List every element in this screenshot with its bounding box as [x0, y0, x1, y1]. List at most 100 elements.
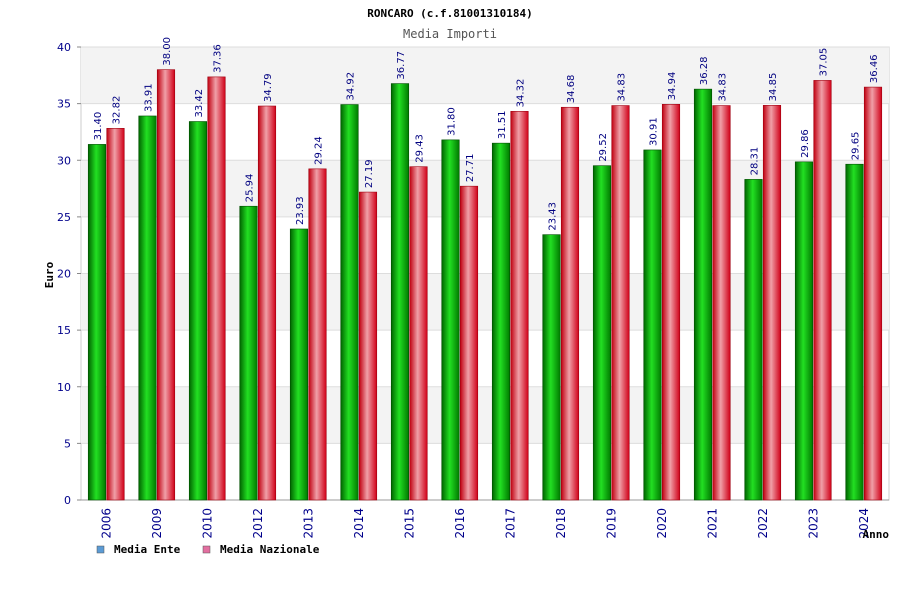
value-label-media-ente-2010: 33.42 [194, 89, 205, 118]
value-label-media-nazionale-2006: 32.82 [112, 96, 123, 125]
value-label-media-nazionale-2021: 34.83 [718, 73, 729, 102]
y-tick-label: 10 [57, 381, 71, 394]
value-label-media-nazionale-2018: 34.68 [566, 75, 577, 104]
bar-media-nazionale-2012 [257, 105, 277, 501]
value-label-media-nazionale-2019: 34.83 [617, 73, 628, 102]
bar-media-ente-2016 [441, 139, 460, 501]
value-label-media-ente-2006: 31.40 [93, 112, 104, 141]
bar-media-ente-2014 [340, 104, 359, 501]
value-label-media-ente-2021: 36.28 [699, 56, 710, 85]
value-label-media-ente-2024: 29.65 [851, 132, 862, 161]
value-label-media-ente-2009: 33.91 [144, 83, 155, 112]
chart-subtitle: Media Importi [403, 27, 497, 41]
y-tick-label: 40 [57, 41, 71, 54]
bar-media-nazionale-2018 [560, 106, 580, 501]
value-label-media-ente-2023: 29.86 [800, 129, 811, 158]
bar-media-ente-2015 [390, 83, 410, 501]
bar-media-nazionale-2017 [510, 111, 529, 501]
bar-media-ente-2021 [693, 88, 713, 501]
bar-media-ente-2024 [845, 163, 864, 501]
legend-label-media-nazionale: Media Nazionale [220, 543, 320, 556]
x-tick-label-2006: 2006 [99, 508, 113, 539]
value-label-media-nazionale-2024: 36.46 [869, 54, 880, 83]
value-label-media-nazionale-2016: 27.71 [465, 154, 476, 183]
bar-media-nazionale-2023 [813, 80, 832, 501]
bar-media-ente-2010 [188, 121, 208, 501]
y-tick-label: 15 [57, 324, 71, 337]
value-label-media-nazionale-2010: 37.36 [213, 44, 224, 73]
bar-media-ente-2006 [87, 144, 107, 501]
bar-media-nazionale-2009 [156, 69, 176, 501]
bar-media-nazionale-2014 [358, 191, 378, 501]
x-tick-label-2015: 2015 [402, 508, 416, 539]
y-tick-label: 30 [57, 154, 71, 167]
x-tick-label-2017: 2017 [503, 508, 517, 539]
y-tick-label: 25 [57, 211, 71, 224]
bar-media-ente-2018 [542, 234, 561, 501]
x-tick-label-2020: 2020 [655, 508, 669, 539]
value-label-media-ente-2013: 23.93 [295, 196, 306, 225]
legend-label-media-ente: Media Ente [114, 543, 181, 556]
value-label-media-ente-2012: 25.94 [245, 174, 256, 203]
bar-media-ente-2019 [592, 165, 612, 501]
x-tick-label-2024: 2024 [857, 508, 871, 539]
value-label-media-ente-2018: 23.43 [548, 202, 559, 231]
y-tick-label: 0 [64, 494, 71, 507]
x-tick-label-2019: 2019 [604, 508, 618, 539]
value-label-media-nazionale-2023: 37.05 [819, 48, 830, 77]
bar-media-nazionale-2016 [459, 185, 479, 501]
value-label-media-ente-2017: 31.51 [497, 111, 508, 140]
x-tick-label-2018: 2018 [554, 508, 568, 539]
value-label-media-nazionale-2017: 34.32 [516, 79, 527, 108]
x-tick-label-2016: 2016 [453, 508, 467, 539]
x-tick-label-2010: 2010 [200, 508, 214, 539]
value-label-media-nazionale-2013: 29.24 [314, 136, 325, 165]
y-tick-label: 35 [57, 98, 71, 111]
value-label-media-nazionale-2009: 38.00 [162, 37, 173, 66]
chart-title: RONCARO (c.f.81001310184) [367, 7, 533, 20]
y-axis-label: Euro [43, 261, 56, 288]
value-label-media-ente-2016: 31.80 [447, 107, 458, 136]
x-axis-ticks: 2006 2009 2010 2012 2013 2014 2015 2016 2017 2018… [99, 508, 871, 539]
value-label-media-ente-2022: 28.31 [750, 147, 761, 176]
value-label-media-nazionale-2022: 34.85 [768, 73, 779, 102]
x-tick-label-2013: 2013 [301, 508, 315, 539]
value-label-media-nazionale-2014: 27.19 [364, 159, 375, 188]
value-label-media-ente-2020: 30.91 [649, 117, 660, 146]
x-tick-label-2009: 2009 [150, 508, 164, 539]
x-tick-label-2022: 2022 [756, 508, 770, 539]
value-label-media-ente-2014: 34.92 [346, 72, 357, 101]
x-tick-label-2014: 2014 [352, 508, 366, 539]
bar-media-ente-2012 [239, 205, 258, 501]
bar-media-nazionale-2022 [762, 105, 782, 501]
value-label-media-ente-2015: 36.77 [396, 51, 407, 80]
legend: Media Ente Media Nazionale [96, 543, 320, 556]
value-label-media-nazionale-2012: 34.79 [263, 73, 274, 102]
bar-media-ente-2020 [643, 149, 662, 501]
value-label-media-ente-2019: 29.52 [598, 133, 609, 162]
bar-media-nazionale-2019 [611, 105, 630, 501]
bar-media-nazionale-2021 [712, 105, 731, 501]
x-tick-label-2012: 2012 [251, 508, 265, 539]
bars [87, 69, 883, 501]
legend-swatch-media-nazionale [202, 545, 211, 554]
legend-swatch-media-ente [96, 545, 105, 554]
bar-media-ente-2009 [138, 115, 157, 501]
x-axis-label: Anno [863, 528, 890, 541]
value-label-media-nazionale-2020: 34.94 [667, 72, 678, 101]
bar-media-nazionale-2013 [308, 168, 327, 501]
bar-media-nazionale-2006 [106, 128, 125, 501]
bar-media-ente-2013 [289, 228, 309, 501]
value-labels: 31.40 32.82 33.91 38.00 33.42 37.36 25.94 34.79… [93, 37, 880, 231]
bar-media-ente-2023 [794, 161, 814, 501]
value-label-media-nazionale-2015: 29.43 [415, 134, 426, 163]
x-tick-label-2021: 2021 [705, 508, 719, 539]
bar-media-ente-2017 [491, 142, 511, 501]
bar-media-nazionale-2024 [863, 86, 883, 501]
bar-media-ente-2022 [744, 179, 763, 501]
bar-media-nazionale-2015 [409, 166, 428, 501]
bar-media-nazionale-2010 [207, 76, 226, 501]
y-tick-label: 5 [64, 437, 71, 450]
y-axis-ticks: 0 5 10 15 20 25 30 35 40 [57, 41, 81, 507]
